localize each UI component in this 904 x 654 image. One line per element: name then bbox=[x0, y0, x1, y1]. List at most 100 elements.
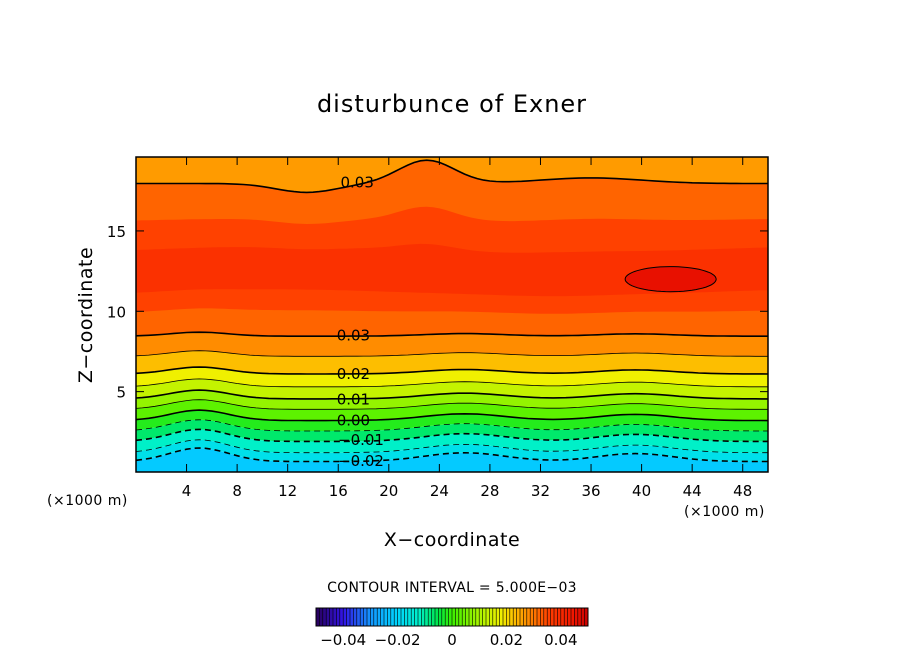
colorbar-cell bbox=[384, 608, 388, 626]
contour-label: 0.00 bbox=[337, 412, 370, 430]
colorbar-tick-label: 0.04 bbox=[544, 631, 577, 649]
colorbar-cell bbox=[333, 608, 337, 626]
colorbar-cell bbox=[482, 608, 487, 626]
colorbar-cell bbox=[560, 608, 565, 626]
y-tick-label: 5 bbox=[116, 384, 126, 402]
colorbar-cell bbox=[475, 608, 480, 626]
colorbar-cell bbox=[509, 608, 514, 626]
band bbox=[136, 448, 768, 472]
colorbar-tick-label: −0.02 bbox=[375, 631, 421, 649]
colorbar-cell bbox=[363, 608, 368, 626]
band bbox=[136, 439, 768, 462]
x-tick-label: 8 bbox=[232, 482, 242, 500]
colorbar-cell bbox=[530, 608, 534, 626]
colorbar-cell bbox=[574, 608, 579, 626]
filled-contour-bands bbox=[136, 157, 768, 472]
x-tick-label: 48 bbox=[733, 482, 752, 500]
colorbar-cell bbox=[540, 608, 545, 626]
colorbar-cell bbox=[431, 608, 436, 626]
colorbar-cell bbox=[373, 608, 378, 626]
colorbar-cell bbox=[394, 608, 398, 626]
contour-labels: 0.03 0.03 0.02 0.01 0.00−0.01 −0.02 bbox=[337, 174, 384, 470]
contour-label: 0.03 bbox=[340, 174, 373, 192]
colorbar-cell bbox=[458, 608, 463, 626]
contour-label: 0.02 bbox=[337, 365, 370, 383]
colorbar-cell bbox=[441, 608, 446, 626]
x-tick-label: 24 bbox=[430, 482, 449, 500]
contour-line bbox=[136, 389, 768, 400]
colorbar-cell bbox=[452, 608, 456, 626]
colorbar-cell bbox=[418, 608, 422, 626]
colorbar-cell bbox=[550, 608, 555, 626]
x-axis-label: X−coordinate bbox=[384, 529, 520, 551]
contour-line bbox=[136, 378, 768, 388]
contour-line bbox=[136, 447, 768, 463]
colorbar-cell bbox=[492, 608, 497, 626]
x-tick-label: 36 bbox=[581, 482, 600, 500]
band-top bbox=[136, 157, 768, 193]
plot-frame bbox=[135, 156, 769, 473]
band bbox=[136, 410, 768, 431]
contour-line bbox=[136, 409, 768, 422]
contour-line bbox=[136, 366, 768, 375]
colorbar-cell bbox=[387, 608, 392, 626]
colorbar-cell bbox=[401, 608, 405, 626]
colorbar-cell bbox=[547, 608, 551, 626]
colorbar-cell bbox=[445, 608, 449, 626]
colorbar-cell bbox=[360, 608, 364, 626]
band-max bbox=[625, 266, 717, 292]
colorbar-cell bbox=[411, 608, 415, 626]
colorbar-cell bbox=[513, 608, 517, 626]
colorbar-cell bbox=[577, 608, 582, 626]
x-tick-label: 16 bbox=[329, 482, 348, 500]
colorbar-cell bbox=[421, 608, 426, 626]
colorbar-cell bbox=[397, 608, 402, 626]
colorbar-cell bbox=[571, 608, 575, 626]
band bbox=[136, 419, 768, 442]
contour-label: 0.03 bbox=[337, 326, 370, 344]
colorbar-tick-label: −0.04 bbox=[320, 631, 366, 649]
contour-label: −0.02 bbox=[338, 452, 384, 470]
colorbar-cell bbox=[367, 608, 371, 626]
y-tick-label: 15 bbox=[107, 223, 126, 241]
colorbar-cell bbox=[469, 608, 473, 626]
contour-line bbox=[136, 331, 768, 337]
colorbar-cell bbox=[462, 608, 466, 626]
colorbar-cell bbox=[336, 608, 341, 626]
y-axis-label: Z−coordinate bbox=[75, 247, 97, 383]
colorbar-cell bbox=[356, 608, 361, 626]
colorbar-cell bbox=[581, 608, 585, 626]
contour-label: −0.01 bbox=[338, 431, 384, 449]
colorbar-cell bbox=[523, 608, 528, 626]
colorbar-tick-label: 0.02 bbox=[490, 631, 523, 649]
colorbar-cell bbox=[486, 608, 490, 626]
colorbar-cell bbox=[465, 608, 470, 626]
colorbar-cell bbox=[343, 608, 347, 626]
colorbar-cell bbox=[350, 608, 354, 626]
colorbar-cell bbox=[489, 608, 494, 626]
x-tick-label: 32 bbox=[531, 482, 550, 500]
contour-lines bbox=[136, 159, 768, 463]
colorbar-cell bbox=[346, 608, 351, 626]
band bbox=[136, 332, 768, 357]
chart-title: disturbunce of Exner bbox=[317, 90, 587, 118]
colorbar-tick-labels: −0.04 −0.02 0 0.02 0.04 bbox=[320, 631, 577, 649]
contour-interval-label: CONTOUR INTERVAL = 5.000E−03 bbox=[327, 580, 577, 596]
colorbar-cell bbox=[390, 608, 395, 626]
colorbar-cell bbox=[438, 608, 443, 626]
contour-line bbox=[136, 399, 768, 410]
x-unit-label-left: (×1000 m) bbox=[47, 493, 128, 509]
colorbar-cell bbox=[435, 608, 439, 626]
colorbar-cell bbox=[424, 608, 429, 626]
colorbar-cell bbox=[479, 608, 483, 626]
colorbar-cell bbox=[499, 608, 504, 626]
colorbar-cell bbox=[554, 608, 558, 626]
x-tick-label: 20 bbox=[379, 482, 398, 500]
colorbar-cell bbox=[353, 608, 358, 626]
colorbar-cell bbox=[319, 608, 324, 626]
y-tick-label: 10 bbox=[107, 303, 126, 321]
x-tick-label: 44 bbox=[683, 482, 702, 500]
contour-line bbox=[136, 159, 768, 194]
colorbar-cell bbox=[377, 608, 381, 626]
x-tick-label: 4 bbox=[182, 482, 192, 500]
